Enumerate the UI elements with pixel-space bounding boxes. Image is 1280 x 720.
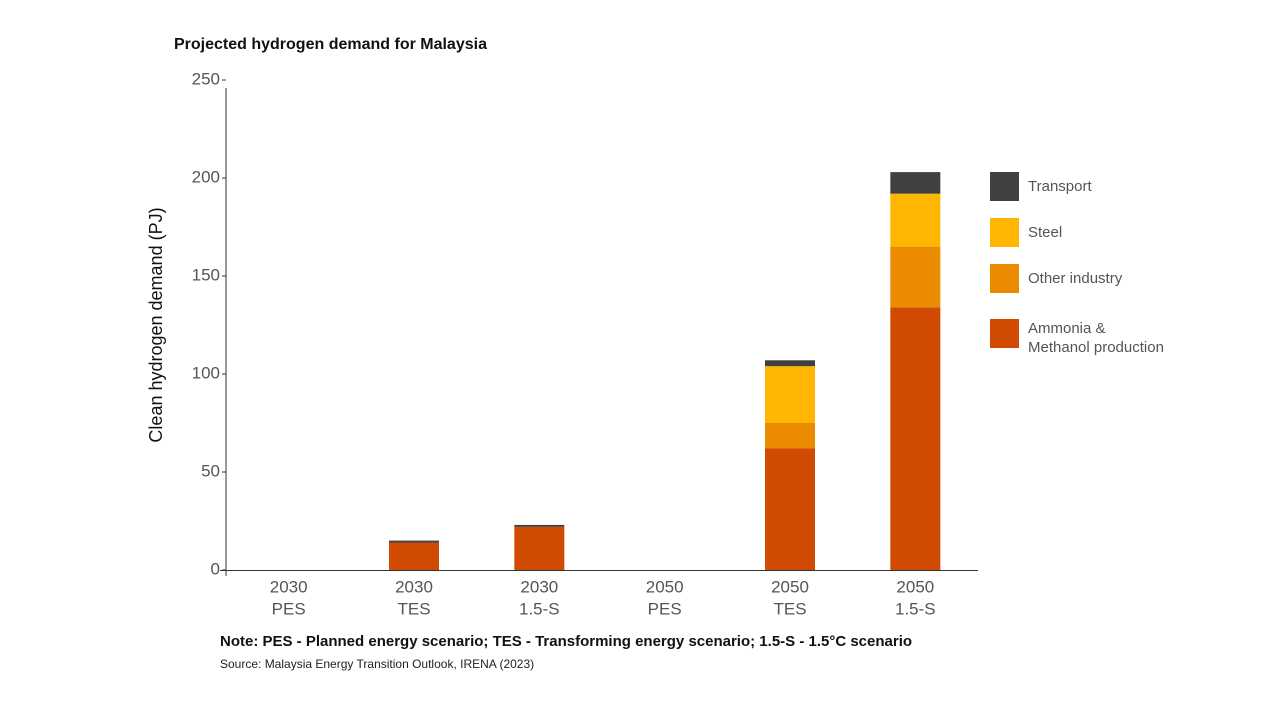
x-tick-label: 2030 (270, 577, 308, 596)
source: Source: Malaysia Energy Transition Outlo… (220, 657, 534, 671)
bar-segment (765, 366, 815, 423)
x-tick-label: 2030 (520, 577, 558, 596)
bar-segment (514, 524, 565, 527)
legend-label: Other industry (1028, 270, 1123, 287)
legend-swatch (990, 218, 1019, 247)
x-tick-label: TES (773, 599, 806, 618)
bar-segment (890, 193, 941, 247)
chart-title: Projected hydrogen demand for Malaysia (174, 36, 487, 53)
note: Note: PES - Planned energy scenario; TES… (220, 633, 912, 650)
bar-segment (765, 423, 815, 449)
y-tick-label: 50 (201, 461, 220, 480)
y-axis-label: Clean hydrogen demand (PJ) (146, 207, 166, 442)
y-tick-label: 0 (211, 559, 220, 578)
legend-label: Ammonia & Methanol production (1028, 320, 1164, 356)
bar-segment (389, 540, 439, 543)
bar-segment (765, 360, 815, 367)
legend-label: Transport (1028, 178, 1092, 195)
x-tick-label: PES (648, 599, 682, 618)
legend-swatch (990, 319, 1019, 348)
legend-label: Steel (1028, 224, 1063, 241)
y-tick-label: 100 (192, 363, 220, 382)
x-tick-label: 1.5-S (519, 599, 560, 618)
x-tick-label: TES (397, 599, 430, 618)
x-tick-label: 2050 (896, 577, 934, 596)
legend-swatch (990, 264, 1019, 293)
bar-segment (890, 307, 941, 570)
bar-segment (765, 448, 815, 570)
y-tick-label: 200 (192, 167, 220, 186)
bar-segment (514, 526, 565, 570)
x-tick-label: 1.5-S (895, 599, 936, 618)
x-tick-label: 2050 (771, 577, 809, 596)
bar-segment (890, 172, 941, 194)
legend-swatch (990, 172, 1019, 201)
y-tick-label: 150 (192, 265, 220, 284)
bar-segment (389, 542, 439, 570)
x-tick-label: 2030 (395, 577, 433, 596)
x-tick-label: PES (272, 599, 306, 618)
x-tick-label: 2050 (646, 577, 684, 596)
bar-segment (890, 246, 941, 308)
y-tick-label: 250 (192, 69, 220, 88)
